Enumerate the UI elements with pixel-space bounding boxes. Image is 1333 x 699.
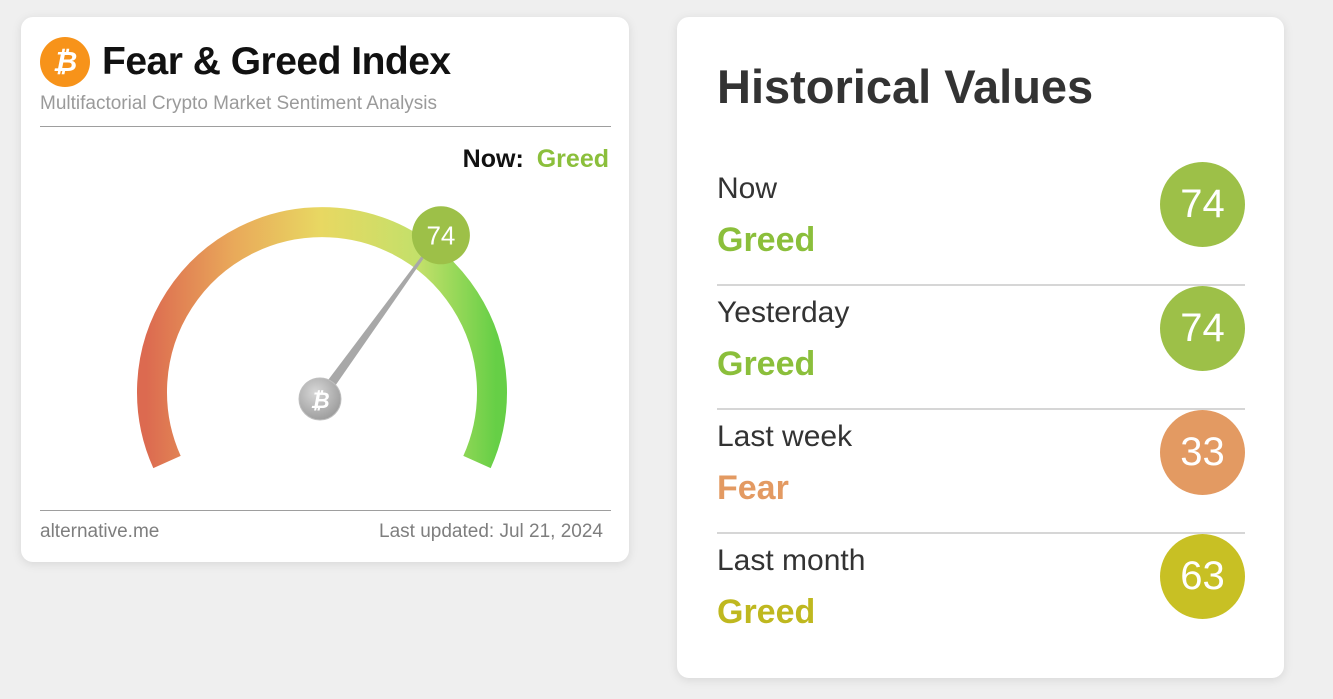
sentiment-gauge: ₿ 74: [137, 206, 507, 469]
historical-title: Historical Values: [717, 60, 1094, 113]
history-row: Last week Fear 33: [717, 410, 1245, 534]
fear-greed-subtitle: Multifactorial Crypto Market Sentiment A…: [40, 93, 438, 114]
now-value: Greed: [536, 145, 609, 173]
history-sentiment: Fear: [717, 469, 789, 507]
last-updated: Last updated: Jul 21, 2024: [379, 521, 603, 542]
history-sentiment: Greed: [717, 345, 816, 383]
history-row: Now Greed 74: [717, 162, 1245, 286]
header-divider: [40, 126, 611, 127]
history-sentiment: Greed: [717, 221, 816, 259]
history-value-badge: 74: [1160, 286, 1245, 371]
fear-greed-title: Fear & Greed Index: [102, 40, 451, 83]
now-label: Now:: [462, 145, 524, 173]
row-divider: [717, 532, 1245, 534]
fear-greed-header: ₿ Fear & Greed Index: [40, 37, 451, 87]
gauge-needle: [316, 255, 425, 403]
historical-values-card: Historical Values Now Greed 74 Yesterday…: [677, 17, 1284, 678]
source-link[interactable]: alternative.me: [40, 521, 160, 542]
gauge-arc: [137, 207, 507, 469]
history-value-badge: 74: [1160, 162, 1245, 247]
history-row: Yesterday Greed 74: [717, 286, 1245, 410]
history-period: Yesterday: [717, 296, 850, 329]
history-value-badge: 33: [1160, 410, 1245, 495]
history-period: Now: [717, 172, 778, 205]
hub-bitcoin-icon: ₿: [310, 388, 329, 413]
row-divider: [717, 284, 1245, 286]
gauge-hub: [298, 377, 342, 421]
history-sentiment: Greed: [717, 593, 816, 631]
fear-greed-card: ₿ Fear & Greed Index Multifactorial Cryp…: [21, 17, 629, 562]
row-divider: [717, 408, 1245, 410]
footer-divider: [40, 510, 611, 511]
bitcoin-icon: ₿: [40, 37, 90, 87]
history-period: Last week: [717, 420, 853, 453]
history-period: Last month: [717, 544, 866, 577]
gauge-value-text: 74: [426, 220, 455, 250]
gauge-value-badge: [411, 206, 470, 265]
now-indicator: Now: Greed: [463, 145, 609, 174]
history-value-badge: 63: [1160, 534, 1245, 619]
history-row: Last month Greed 63: [717, 534, 1245, 658]
